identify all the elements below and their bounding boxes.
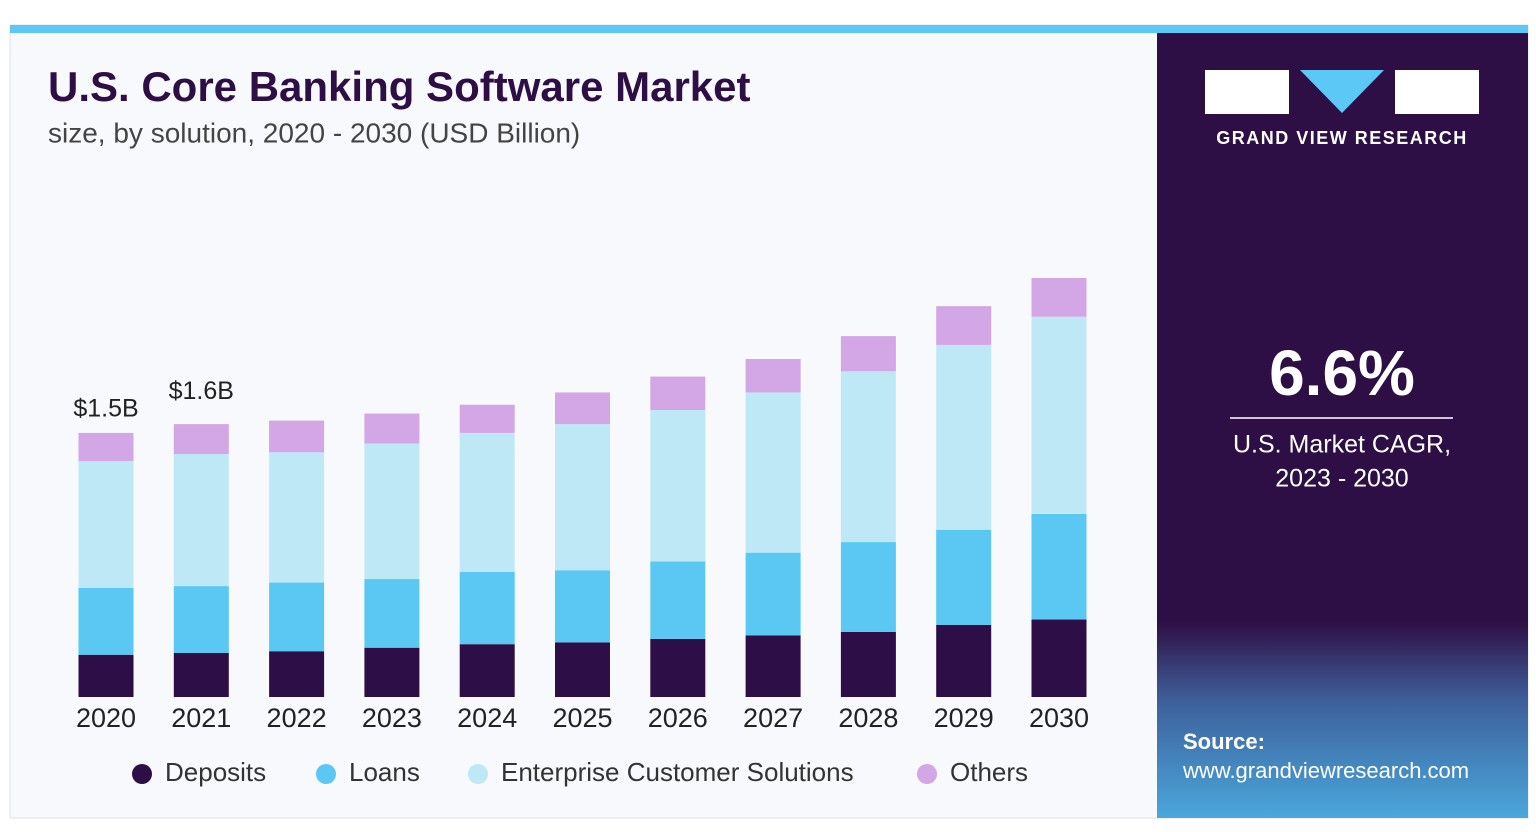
bar-segment: [269, 420, 325, 453]
bar-segment: [459, 644, 515, 697]
logo: [1205, 70, 1479, 114]
bar-segment: [840, 336, 896, 372]
cagr-label: U.S. Market CAGR,: [1233, 431, 1451, 459]
chart-title: U.S. Core Banking Software Market: [48, 63, 751, 110]
bar-segment: [364, 443, 420, 580]
source-url: www.grandviewresearch.com: [1182, 758, 1469, 783]
bar-segment: [269, 651, 325, 697]
bar-segment: [78, 654, 134, 697]
bar-segment: [1031, 619, 1087, 697]
source-label: Source:: [1183, 729, 1265, 754]
x-tick-label: 2020: [76, 703, 136, 733]
bar-segment: [650, 376, 706, 411]
bar-segment: [1031, 513, 1087, 620]
bar-segment: [173, 424, 229, 455]
bar-segment: [555, 642, 610, 697]
x-tick-label: 2022: [267, 703, 327, 733]
bar-segment: [555, 570, 610, 643]
cagr-value: 6.6%: [1269, 337, 1415, 409]
legend-marker: [917, 764, 937, 784]
legend-label: Deposits: [165, 757, 266, 787]
bar-segment: [78, 587, 134, 655]
x-tick-label: 2026: [648, 703, 708, 733]
x-tick-label: 2024: [457, 703, 517, 733]
x-tick-label: 2025: [552, 703, 612, 733]
bar-segment: [840, 371, 896, 543]
x-tick-label: 2028: [838, 703, 898, 733]
bar-segment: [269, 582, 325, 652]
bar-segment: [840, 631, 896, 697]
bar-segment: [936, 306, 992, 345]
bar-segment: [555, 392, 610, 425]
value-label: $1.5B: [73, 395, 138, 423]
bar-segment: [745, 358, 801, 393]
legend-label: Others: [950, 757, 1028, 787]
bar-segment: [840, 542, 896, 632]
bar-segment: [459, 404, 515, 433]
x-tick-label: 2021: [171, 703, 231, 733]
bar-segment: [745, 552, 801, 636]
bar-segment: [364, 413, 420, 444]
x-tick-label: 2023: [362, 703, 422, 733]
bar-segment: [78, 432, 134, 462]
legend-marker: [316, 764, 336, 784]
x-tick-label: 2029: [934, 703, 994, 733]
bar-segment: [459, 432, 515, 573]
bar-segment: [650, 561, 706, 639]
bar-segment: [936, 624, 992, 697]
bar-segment: [78, 461, 134, 588]
bar-segment: [936, 344, 992, 530]
bar-segment: [1031, 316, 1087, 514]
bar-segment: [173, 586, 229, 653]
bar-segment: [936, 529, 992, 625]
bar-segment: [745, 635, 801, 697]
x-tick-label: 2027: [743, 703, 803, 733]
bar-segment: [269, 452, 325, 583]
x-tick-label: 2030: [1029, 703, 1089, 733]
bar-segment: [555, 424, 610, 571]
legend-marker: [468, 764, 488, 784]
bar-segment: [745, 392, 801, 553]
bar-segment: [650, 638, 706, 697]
top-border: [10, 25, 1528, 33]
bar-segment: [650, 410, 706, 562]
bar-segment: [173, 652, 229, 697]
bar-segment: [1031, 278, 1087, 317]
brand: GRAND VIEW RESEARCH: [1216, 128, 1468, 148]
bar-segment: [459, 572, 515, 645]
chart-subtitle: size, by solution, 2020 - 2030 (USD Bill…: [48, 117, 580, 148]
bar-segment: [364, 647, 420, 697]
value-label: $1.6B: [169, 377, 234, 405]
bar-segment: [173, 454, 229, 587]
legend-label: Enterprise Customer Solutions: [501, 757, 854, 787]
legend-label: Loans: [349, 757, 420, 787]
side-panel: [1157, 33, 1528, 818]
bar-segment: [364, 579, 420, 648]
legend-marker: [132, 764, 152, 784]
cagr-label: 2023 - 2030: [1275, 465, 1408, 493]
